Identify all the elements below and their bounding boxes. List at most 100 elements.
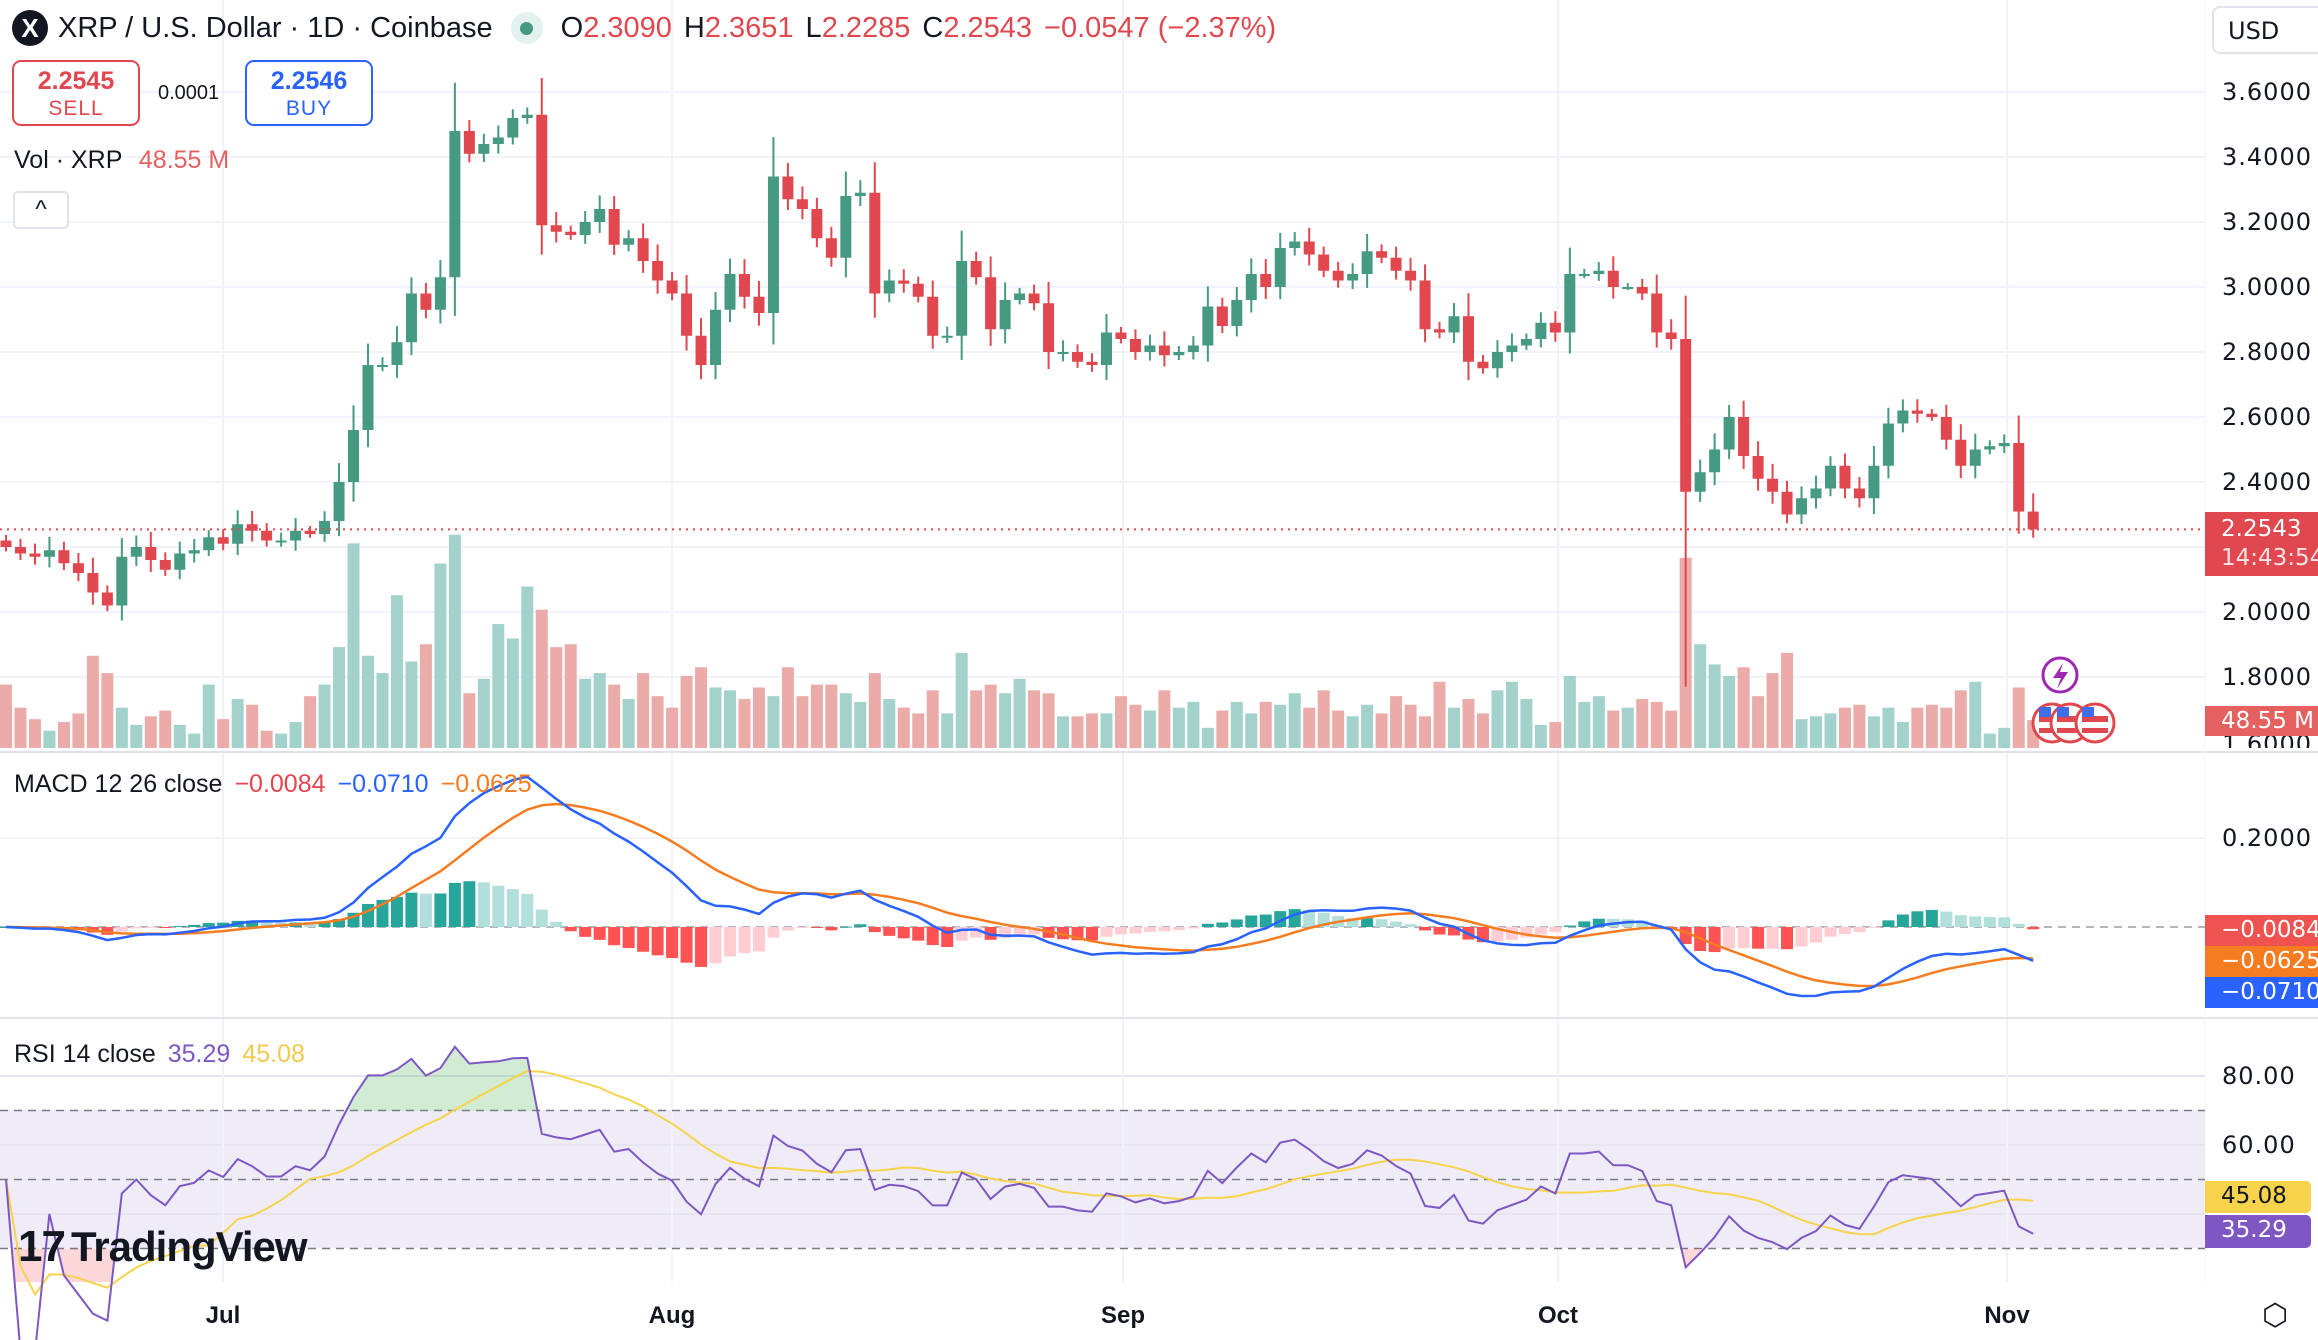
macd-histogram-bar [1245,915,1258,927]
candle-body [1390,257,1402,271]
candle-body [1347,274,1359,281]
candle-body [1636,287,1648,294]
flag-stripe [2082,728,2108,733]
volume-bar [1665,710,1678,748]
volume-bar [1795,719,1808,748]
macd-histogram-bar [535,909,548,927]
volume-bar [796,696,809,748]
candle-body [1680,339,1692,492]
macd-histogram-bar [1882,920,1895,927]
price-axis-label: 3.6000 [2222,78,2312,106]
candle-body [1955,439,1967,466]
volume-bar [86,655,99,748]
candle-body [710,309,722,365]
candle-body [362,365,374,430]
macd-histogram-bar [1114,927,1127,935]
macd-histogram-bar [1129,927,1142,934]
candle-body [1260,274,1272,287]
symbol-title[interactable]: XRP / U.S. Dollar · 1D · Coinbase [58,11,493,44]
candle-body [1781,491,1793,515]
candle-body [1969,449,1981,466]
candle-body [391,342,403,365]
volume-bar [1867,716,1880,748]
candle-body [753,296,765,313]
candle-body [304,530,316,534]
candle-body [782,176,794,200]
candle-body [1289,241,1301,248]
volume-bar [1201,727,1214,748]
candle-body [101,592,113,606]
volume-bar [1361,704,1374,748]
macd-histogram-bar [1216,922,1229,927]
candle-body [492,137,504,144]
candle-body [1549,322,1561,333]
volume-bar [246,704,259,748]
macd-histogram-bar [1230,919,1243,927]
candle-body [1216,306,1228,326]
candle-body [681,293,693,336]
volume-bar [1853,704,1866,748]
macd-histogram-bar [1390,921,1403,927]
volume-bar [173,724,186,748]
volume-bar [1274,704,1287,748]
rsi-legend[interactable]: RSI 14 close 35.29 45.08 [14,1040,305,1069]
volume-bar [1563,675,1576,748]
volume-bar [521,586,534,748]
volume-bar [405,661,418,748]
candle-body [246,524,258,531]
volume-bar [622,699,635,748]
flag-canton [2057,707,2069,717]
macd-histogram-bar [781,927,794,931]
currency-selector[interactable]: USD [2212,6,2318,54]
candle-body [1940,417,1952,440]
volume-bar [535,609,548,748]
candle-body [1057,352,1069,354]
buy-button[interactable]: 2.2546 BUY [245,60,373,126]
volume-bar [1549,722,1562,748]
macd-histogram-bar [593,927,606,940]
candle-body [420,293,432,310]
macd-line [5,775,2034,998]
volume-bar [1346,716,1359,748]
tradingview-logo[interactable]: 17 TradingView [18,1222,308,1272]
candle-body [767,176,779,313]
volume-bar [1332,710,1345,748]
chart-settings-icon[interactable]: ⬡ [2262,1299,2289,1332]
macd-legend[interactable]: MACD 12 26 close −0.0084 −0.0710 −0.0625 [14,770,532,799]
price-axis-label: 2.4000 [2222,468,2312,496]
candle-body [58,550,70,564]
market-open-icon [510,12,543,44]
candle-body [1984,446,1996,450]
volume-bar [390,595,403,748]
macd-histogram-bar [1578,921,1591,927]
macd-histogram-bar [506,889,519,927]
volume-bar [608,684,621,748]
macd-histogram-bar [463,881,476,927]
macd-histogram-bar [564,927,577,932]
price-axis-label: 2.0000 [2222,598,2312,626]
volume-bar [781,667,794,748]
candle-body [536,114,548,226]
sell-button[interactable]: 2.2545 SELL [12,60,140,126]
candle-body [0,540,12,547]
macd-histogram-bar [1896,914,1909,927]
ohlc-low: L2.2285 [805,11,911,44]
volume-bar [564,644,577,748]
macd-histogram-bar [419,893,432,927]
volume-bar [101,673,114,748]
candle-body [290,530,302,541]
candle-body [1448,316,1460,333]
volume-bar [955,652,968,748]
candle-body [1911,410,1923,414]
collapse-legend-button[interactable]: ^ [13,191,69,229]
volume-bar [926,690,939,748]
volume-bar [448,534,461,748]
volume-bar [333,647,346,748]
volume-bar [289,722,302,748]
volume-bar [1317,690,1330,748]
macd-histogram-bar [1534,927,1547,934]
volume-bar [1375,713,1388,748]
volume-legend[interactable]: Vol · XRP 48.55 M [14,146,229,175]
rsi-tag: 35.29 [2205,1215,2311,1248]
